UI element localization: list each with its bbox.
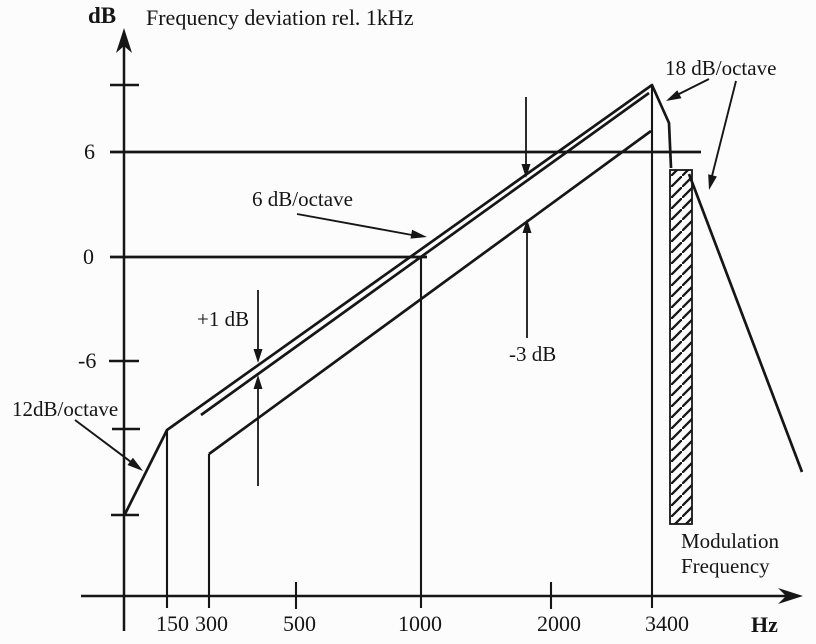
slope6-pointer-line (296, 213, 413, 236)
slope6-annotation: 6 dB/octave (252, 187, 353, 211)
upper-limit-curve (123, 83, 673, 515)
slope12-annotation: 12dB/octave (12, 397, 119, 421)
modulation-frequency-label-line2: Frequency (681, 554, 770, 578)
minus3db-arrow-up-icon (522, 219, 532, 233)
x-tick-label-1000: 1000 (398, 611, 442, 636)
band-edge-hatched-bar (669, 169, 693, 525)
nominal-curve (200, 91, 650, 417)
y-axis-arrow-icon (116, 28, 132, 53)
lower-limit-curve (208, 129, 652, 456)
slope6-pointer-arrow-icon (410, 229, 427, 239)
slope18-pointer-arrow-1-icon (666, 90, 682, 101)
x-tick-label-150: 150 (156, 611, 189, 636)
plus1db-arrow-down-icon (253, 349, 263, 363)
modulation-frequency-label: Modulation Frequency (681, 529, 779, 579)
y-tick-label-6: 6 (84, 139, 95, 164)
x-tick-label-300: 300 (195, 611, 228, 636)
chart-title: Frequency deviation rel. 1kHz (146, 5, 414, 30)
y-tick-label-0: 0 (83, 244, 94, 269)
x-axis-arrow-icon (778, 588, 803, 604)
slope18-pointer-arrow-2-icon (708, 174, 717, 190)
slope18-pointer-line-1 (678, 78, 710, 95)
slope12-pointer-arrow-icon (127, 457, 143, 471)
slope12-pointer-line (74, 419, 132, 463)
modulation-frequency-label-line1: Modulation (681, 529, 779, 553)
x-tick-label-500: 500 (283, 611, 316, 636)
lower-limit-rolloff-curve (687, 173, 804, 473)
plus1db-arrow-up-icon (253, 375, 263, 389)
x-axis-unit-label: Hz (751, 612, 778, 637)
x-tick-label-3400: 3400 (645, 611, 689, 636)
slope18-pointer-line-2 (711, 80, 737, 177)
tolerance-minus3db-label: -3 dB (509, 342, 557, 366)
x-tick-label-2000: 2000 (537, 611, 581, 636)
y-axis-unit-label: dB (88, 3, 117, 28)
slope18-annotation: 18 dB/octave (665, 56, 777, 80)
tolerance-plus1db-label: +1 dB (197, 307, 250, 331)
minus3db-arrow-down-icon (521, 164, 531, 178)
y-tick-label-minus6: -6 (78, 348, 97, 373)
